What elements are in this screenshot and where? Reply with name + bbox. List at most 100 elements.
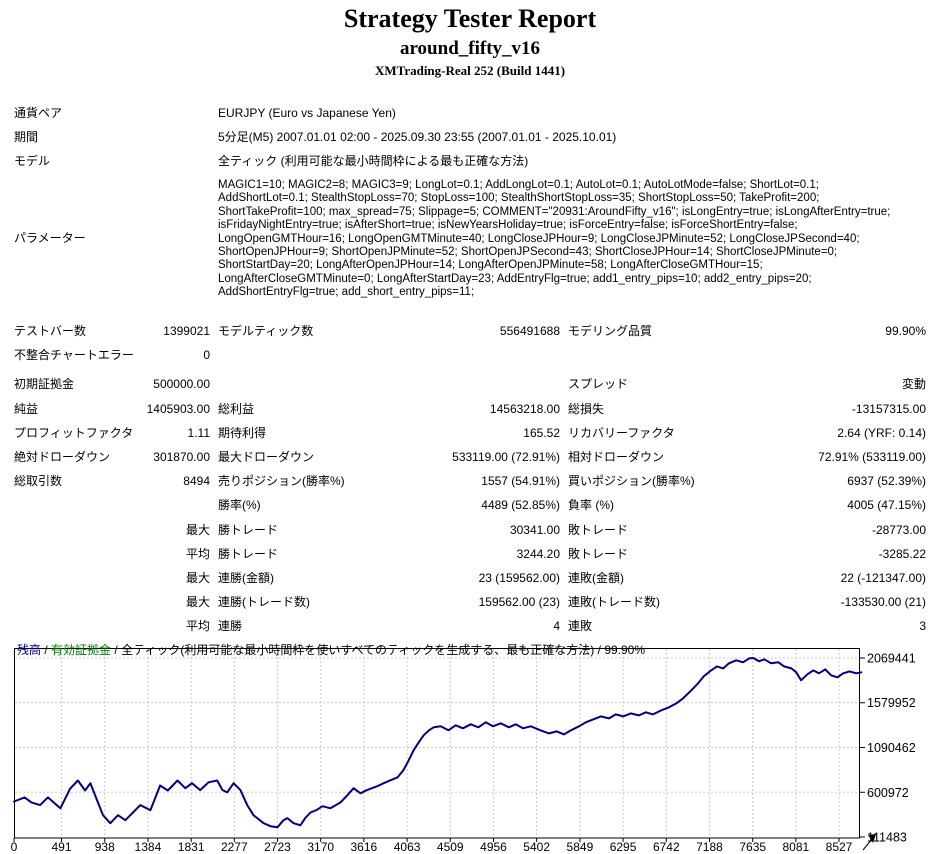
stat-value: 23 (159562.00)	[478, 570, 560, 585]
stat-label: 勝率(%)	[218, 498, 261, 513]
legend-equity-label: 有効証拠金	[51, 643, 112, 657]
info-row-symbol: 通貨ペア EURJPY (Euro vs Japanese Yen)	[14, 101, 926, 125]
info-row-period: 期間 5分足(M5) 2007.01.01 02:00 - 2025.09.30…	[14, 125, 926, 149]
y-tick-label: 1579952	[867, 696, 916, 710]
stat-label: 連勝(トレード数)	[218, 595, 310, 610]
y-tick-label: 600972	[867, 786, 909, 800]
stat-label: スプレッド	[568, 377, 629, 392]
stats-row-drawdown: 絶対ドローダウン 301870.00 最大ドローダウン 533119.00 (72.9…	[14, 445, 926, 469]
y-tick-label: 111483	[867, 831, 907, 845]
stat-label: 平均	[185, 546, 210, 561]
stat-label: 売りポジション(勝率%)	[218, 474, 345, 489]
balance-line	[13, 657, 863, 829]
x-tick-label: 4509	[437, 840, 464, 854]
stat-label: 相対ドローダウン	[568, 449, 665, 464]
legend-quality-value: 99.90%	[604, 643, 646, 657]
stat-value: 1399021	[163, 324, 210, 338]
stat-value: 301870.00	[153, 449, 210, 464]
stat-label: 最大ドローダウン	[218, 449, 315, 464]
stat-label: 買いポジション(勝率%)	[568, 474, 695, 489]
report-title: Strategy Tester Report	[343, 4, 597, 33]
x-tick-label: 1831	[178, 840, 205, 854]
stat-label: 絶対ドローダウン	[14, 449, 111, 464]
param-line: ShortOpenJPHour=9; ShortOpenJPMinute=52;…	[218, 246, 838, 259]
stat-label: リカバリーファクタ	[568, 425, 675, 440]
stats-row-bars: テストバー数 1399021 モデルティック数 556491688 モデリング品質 99.…	[14, 319, 926, 343]
stat-label: 勝トレード	[218, 546, 279, 561]
stat-value: 1.11	[187, 425, 210, 440]
x-axis-arrow-head	[868, 834, 876, 843]
x-axis-arrow-line	[862, 838, 873, 851]
x-tick-label: 4063	[394, 840, 421, 854]
stats-row-initial-deposit: 初期証拠金 500000.00 スプレッド 変動	[14, 372, 926, 396]
stats-row-avg-consecutive: 平均 連勝 4 連敗 3	[14, 614, 926, 638]
x-tick-label: 6295	[610, 840, 637, 854]
stat-label: 勝トレード	[218, 522, 279, 537]
stat-label: 平均	[185, 619, 210, 634]
stat-label: 連敗(トレード数)	[568, 595, 660, 610]
stat-label: 連勝(金額)	[218, 570, 274, 585]
stat-value: 2.64 (YRF: 0.14)	[837, 425, 926, 440]
stat-label: 初期証拠金	[14, 377, 75, 392]
x-tick-label: 1384	[135, 840, 162, 854]
x-tick-label: 8527	[826, 840, 853, 854]
info-value: 全ティック (利用可能な最小時間枠による最も正確な方法)	[218, 154, 529, 168]
stat-value: 6937 (52.39%)	[847, 474, 926, 489]
stat-label: 総取引数	[14, 474, 63, 489]
test-info-section: 通貨ペア EURJPY (Euro vs Japanese Yen) 期間 5分…	[14, 101, 926, 300]
stats-row-net-profit: 純益 1405903.00 総利益 14563218.00 総損失 -13157315.0…	[14, 397, 926, 421]
stat-value: 3244.20	[516, 546, 560, 561]
stat-label: 最大	[185, 570, 210, 585]
info-label: 期間	[14, 130, 39, 144]
stat-value: 22 (-121347.00)	[840, 570, 926, 585]
x-tick-label: 938	[95, 840, 115, 854]
x-tick-label: 2723	[264, 840, 291, 854]
stat-value: 8494	[183, 474, 210, 489]
stat-value: 1405903.00	[146, 401, 210, 416]
stat-label: 最大	[185, 595, 210, 610]
param-line: AddShortLot=0.1; StealthStopLoss=70; Sto…	[218, 192, 820, 205]
stat-label: モデルティック数	[218, 324, 314, 338]
x-tick-label: 5402	[523, 840, 550, 854]
report-header: Strategy Tester Report around_fifty_v16 …	[0, 4, 940, 79]
x-tick-label: 2277	[221, 840, 248, 854]
param-line: LongAfterCloseGMTMinute=0; LongAfterStar…	[218, 272, 812, 285]
stat-value: 0	[203, 348, 210, 363]
stat-value: -3285.22	[878, 546, 926, 561]
stat-label: プロフィットファクタ	[14, 425, 134, 440]
legend-model-label: 全ティック(利用可能な最小時間枠を使いすべてのティックを生成する、最も正確な方法…	[121, 643, 595, 657]
y-tick-label: 1090462	[867, 741, 916, 755]
stats-row-average-trade: 平均 勝トレード 3244.20 敗トレード -3285.22	[14, 542, 926, 566]
stat-value: 500000.00	[153, 377, 210, 392]
stat-value: 14563218.00	[489, 401, 560, 416]
stat-value: 159562.00 (23)	[478, 595, 560, 610]
info-label: モデル	[14, 154, 51, 168]
stats-row-profit-factor: プロフィットファクタ 1.11 期待利得 165.52 リカバリーファクタ 2.64 (Y…	[14, 421, 926, 445]
stat-label: 連敗(金額)	[568, 570, 624, 585]
param-line: LongOpenGMTHour=16; LongOpenGMTMinute=40…	[218, 232, 860, 245]
ea-name: around_fifty_v16	[399, 38, 541, 59]
stat-label: 負率 (%)	[568, 498, 614, 513]
stat-label: 敗トレード	[568, 546, 629, 561]
legend-separator: /	[41, 643, 52, 657]
chart-legend: 残高 / 有効証拠金 / 全ティック(利用可能な最小時間枠を使いすべてのティック…	[17, 643, 645, 657]
stat-value: 556491688	[499, 324, 560, 338]
info-value: EURJPY (Euro vs Japanese Yen)	[218, 106, 396, 120]
x-tick-label: 7635	[739, 840, 766, 854]
stats-table: テストバー数 1399021 モデルティック数 556491688 モデリング品質 99.…	[14, 319, 926, 638]
parameters-label: パラメーター	[14, 230, 86, 245]
stat-label: 総利益	[218, 401, 255, 416]
x-tick-label: 3170	[307, 840, 334, 854]
balance-chart-svg: 0 491 938 1384 1831 2277 2723 3170 3616 4063 4509 4…	[11, 648, 916, 854]
stat-value: 533119.00 (72.91%)	[452, 449, 560, 464]
stats-row-largest-trade: 最大 勝トレード 30341.00 敗トレード -28773.00	[14, 518, 926, 542]
stat-value: 30341.00	[509, 522, 560, 537]
stat-label: テストバー数	[14, 324, 87, 338]
info-row-model: モデル 全ティック (利用可能な最小時間枠による最も正確な方法)	[14, 149, 926, 173]
stat-label: 総損失	[568, 401, 605, 416]
legend-balance-label: 残高	[17, 643, 42, 657]
stat-label: 敗トレード	[568, 522, 629, 537]
x-tick-label: 0	[11, 840, 18, 854]
parameters-value: MAGIC1=10; MAGIC2=8; MAGIC3=9; LongLot=0…	[218, 175, 926, 300]
stats-row-mismatch-errors: 不整合チャートエラー 0	[14, 343, 926, 367]
